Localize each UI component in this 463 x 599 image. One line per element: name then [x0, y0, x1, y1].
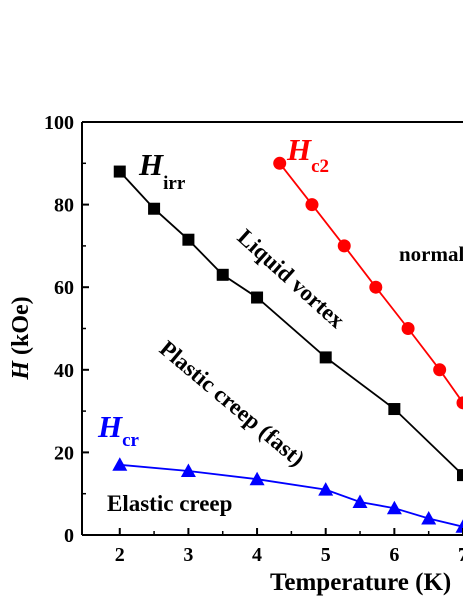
y-tick-label-0: 0 [64, 525, 74, 547]
data-point-hirr-6 [388, 403, 401, 416]
y-axis-label-unit: (kOe) [8, 296, 34, 361]
data-point-hirr-7 [457, 469, 463, 482]
x-tick-label-4: 6 [389, 544, 399, 566]
legend-label-hcr: Hcr [97, 409, 140, 451]
data-point-hcr-5 [386, 500, 402, 515]
data-point-hcr-4 [352, 494, 368, 508]
y-tick-label-1: 20 [54, 442, 74, 464]
legend-label-hc2: Hc2 [286, 132, 329, 177]
y-tick-label-4: 80 [54, 195, 74, 217]
legend-label-hc2-sub: c2 [311, 156, 329, 177]
legend-label-hirr-symbol: H [138, 147, 164, 182]
y-tick-label-2: 40 [54, 360, 74, 382]
y-axis-label: H (kOe) [8, 296, 34, 380]
annotation-plastic-creep: Plastic creep (fast) [155, 336, 310, 471]
data-point-hirr-4 [251, 291, 264, 304]
annotation-elastic-creep: Elastic creep [107, 491, 232, 516]
x-tick-label-0: 2 [115, 544, 125, 566]
y-tick-label-5: 100 [44, 112, 74, 134]
labels-layer: Temperature (K) H (kOe) Hirr Hc2 Hcr Liq… [8, 132, 463, 596]
data-point-hc2-2 [337, 239, 351, 253]
legend-label-hc2-symbol: H [286, 132, 312, 167]
data-point-hcr-1 [180, 463, 196, 477]
data-point-hc2-6 [456, 396, 463, 410]
data-point-hirr-0 [113, 165, 126, 178]
data-point-hc2-5 [433, 363, 447, 377]
data-point-hc2-4 [401, 322, 415, 335]
series-layer [112, 156, 463, 533]
data-point-hirr-3 [216, 268, 229, 281]
data-point-hcr-6 [421, 511, 437, 525]
x-tick-label-5: 7 [458, 544, 463, 566]
series-line-hcr [119, 463, 463, 528]
data-point-hc2-1 [305, 198, 319, 212]
x-tick-label-1: 3 [183, 544, 193, 566]
annotation-normal: normal [399, 242, 463, 266]
data-point-hcr-7 [455, 519, 463, 533]
data-point-hcr-0 [112, 457, 128, 471]
y-tick-label-3: 60 [54, 277, 74, 299]
x-tick-label-3: 5 [321, 544, 331, 566]
data-point-hirr-1 [148, 202, 161, 215]
x-axis-label: Temperature (K) [270, 569, 451, 596]
x-tick-label-2: 4 [252, 544, 262, 566]
data-point-hc2-3 [369, 280, 383, 294]
data-point-hcr-3 [318, 482, 334, 496]
data-point-hirr-2 [182, 233, 195, 246]
annotation-liquid-vortex: Liquid vortex [233, 224, 350, 333]
y-axis-label-symbol: H [8, 360, 34, 381]
legend-label-hirr: Hirr [138, 147, 186, 194]
legend-label-hirr-sub: irr [163, 173, 186, 194]
legend-label-hcr-sub: cr [122, 430, 139, 451]
data-point-hc2-0 [273, 156, 287, 170]
ticks-layer: 2 3 4 5 6 7 0 20 40 60 80 100 [44, 112, 463, 566]
legend-label-hcr-symbol: H [97, 409, 123, 444]
data-point-hcr-2 [249, 471, 265, 486]
data-point-hirr-5 [319, 351, 332, 364]
